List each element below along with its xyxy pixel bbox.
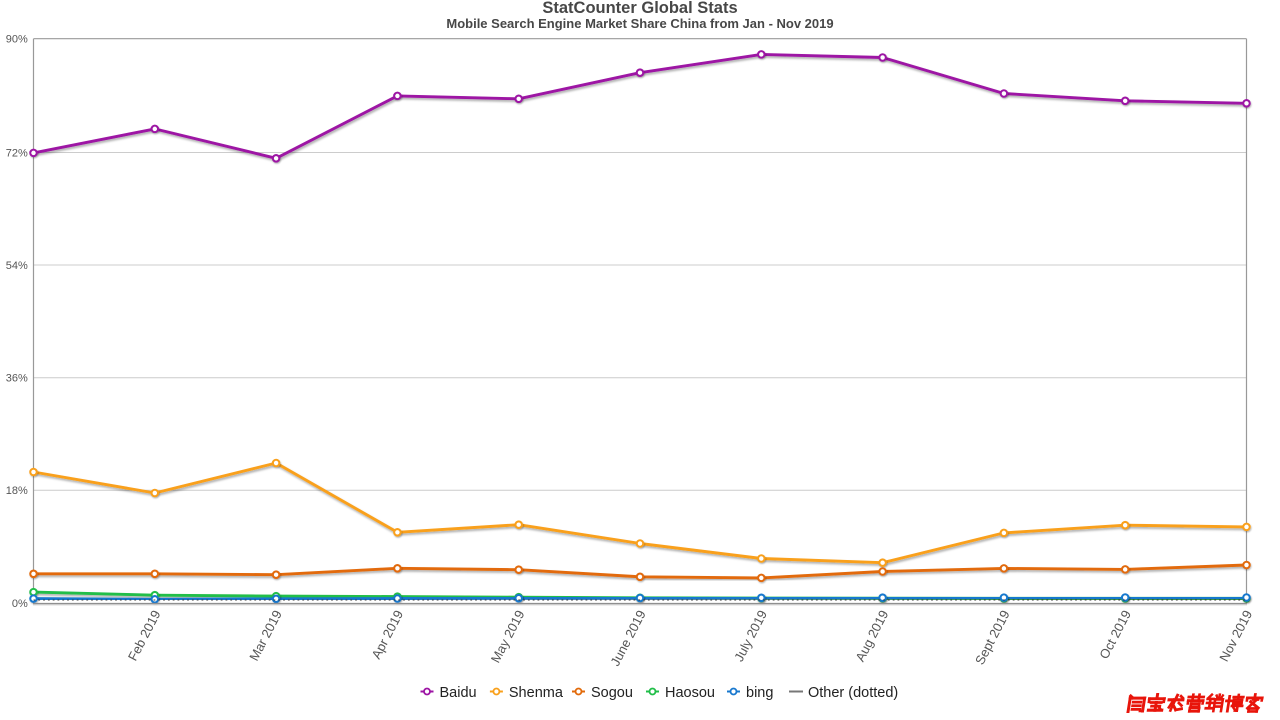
svg-text:Mar 2019: Mar 2019	[246, 608, 285, 664]
svg-text:Shenma: Shenma	[509, 685, 564, 701]
svg-text:bing: bing	[746, 685, 773, 701]
svg-text:May 2019: May 2019	[488, 608, 528, 666]
svg-text:Other (dotted): Other (dotted)	[808, 685, 898, 701]
svg-text:Baidu: Baidu	[440, 685, 477, 701]
svg-text:Apr 2019: Apr 2019	[368, 608, 406, 662]
svg-text:72%: 72%	[6, 147, 28, 159]
svg-text:Sept 2019: Sept 2019	[972, 608, 1013, 668]
svg-text:90%: 90%	[6, 34, 28, 46]
svg-text:Sogou: Sogou	[591, 685, 633, 701]
svg-text:Haosou: Haosou	[665, 685, 715, 701]
svg-text:36%: 36%	[6, 373, 28, 385]
svg-text:0%: 0%	[12, 598, 28, 610]
svg-text:Feb 2019: Feb 2019	[125, 608, 164, 664]
svg-text:Oct 2019: Oct 2019	[1096, 608, 1134, 662]
svg-text:Aug 2019: Aug 2019	[852, 608, 891, 664]
svg-text:18%: 18%	[6, 485, 28, 497]
svg-text:54%: 54%	[6, 260, 28, 272]
svg-text:Nov 2019: Nov 2019	[1216, 608, 1255, 664]
svg-text:June 2019: June 2019	[607, 608, 648, 669]
svg-text:July 2019: July 2019	[731, 608, 770, 664]
